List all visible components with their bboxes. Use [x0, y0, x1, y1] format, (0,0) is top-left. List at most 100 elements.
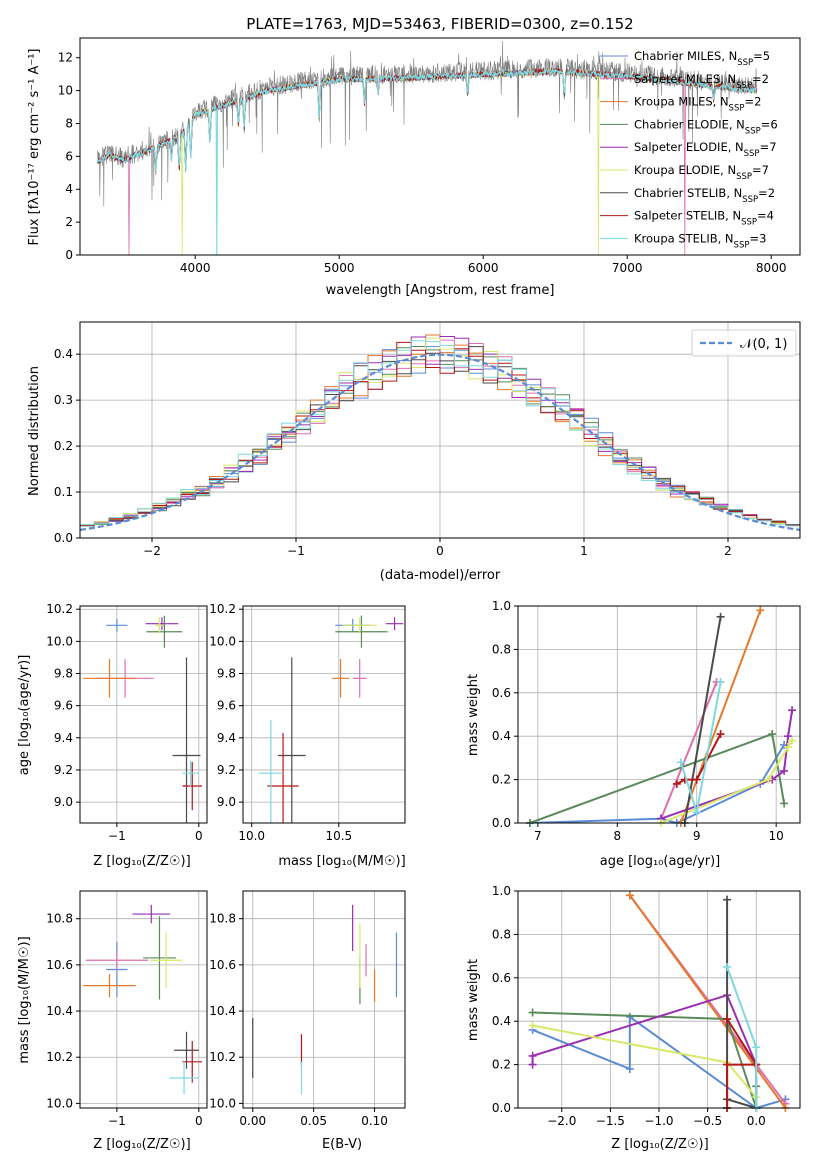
mw-z-ytick-label-0: 0.0	[492, 1101, 511, 1115]
age-z-ytick-label-2: 9.4	[54, 731, 73, 745]
spectrum-model-line-8	[96, 67, 757, 255]
mass-z-xtick-label-1: 0	[195, 1114, 203, 1128]
mass-vs-metallicity-plot-area: −1 0 10.0 10.2 10.4 10.6 10.8	[46, 890, 208, 1128]
mass-z-frame	[79, 890, 208, 1109]
mw-age-line-chab_stelib	[683, 616, 722, 823]
residual-ytick-label-4: 0.4	[54, 347, 73, 361]
age-vs-metallicity-plot-area: −1 0 9.0 9.2 9.4 9.6 9.8 10.0 10.2	[46, 602, 208, 843]
mass-z-ytick-label-2: 10.4	[46, 1004, 73, 1018]
mw-z-ylabel: mass weight	[466, 959, 481, 1041]
spectrum-frame	[79, 37, 801, 256]
mw-z-marker-salp_elodie-0	[528, 1060, 537, 1069]
mw-z-xlabel: Z [log₁₀(Z/Z☉)]	[611, 1137, 708, 1152]
residual-ylabel: Normed distribution	[27, 366, 42, 496]
mw-age-marker-chab_elodie-1	[768, 730, 777, 739]
spectrum-ytick-label-1: 2	[65, 215, 73, 229]
figure-title: PLATE=1763, MJD=53463, FIBERID=0300, z=0…	[246, 15, 633, 33]
mw-z-marker-chab_stelib-0	[723, 895, 732, 904]
mw-age-marker-krou_elodie-1	[764, 775, 773, 784]
age-mass-gridlines	[243, 606, 405, 823]
mass-ebv-gridlines	[243, 891, 405, 1108]
mass-z-ytick-label-3: 10.6	[46, 958, 73, 972]
mw-age-line-chab_miles	[529, 744, 785, 823]
mass-z-ytick-label-0: 10.0	[46, 1096, 73, 1110]
mw-age-marker-krou_elodie-3	[788, 736, 797, 745]
spectrum-xtick-label-4: 8000	[756, 261, 787, 275]
spectrum-ytick-label-3: 6	[65, 149, 73, 163]
age-z-ylabel: age [log₁₀(age/yr)]	[17, 655, 32, 776]
mw-age-line-salp_miles	[660, 681, 718, 820]
mass-ebv-ytick-label-0: 10.0	[209, 1096, 236, 1110]
mw-z-marker-chab_miles-1	[625, 1064, 634, 1073]
spectrum-ylabel: Flux [fλ10⁻¹⁷ erg cm⁻² s⁻¹ A⁻¹]	[27, 49, 42, 246]
legend-label-0: Chabrier MILES, NSSP=5	[634, 49, 770, 68]
mw-age-marker-salp_elodie-3	[784, 732, 793, 741]
mw-z-line-salp_stelib	[726, 1018, 759, 1108]
age-vs-metallicity-panel: −1 0 9.0 9.2 9.4 9.6 9.8 10.0 10.2 Z [log₁₀(Z/Z☉…	[17, 602, 208, 869]
residual-gaussian-curve	[80, 353, 800, 531]
residual-xtick-label-3: 1	[580, 544, 588, 558]
mass-ebv-ytick-label-2: 10.4	[209, 1004, 236, 1018]
mw-age-ytick-label-3: 0.6	[492, 686, 511, 700]
mw-age-marker-krou_stelib-2	[716, 677, 725, 686]
mw-age-xtick-label-2: 9	[693, 829, 701, 843]
residual-histogram-krou_stelib	[80, 340, 800, 527]
mass-ebv-xtick-label-0: 0.00	[239, 1114, 266, 1128]
mass-z-xlabel: Z [log₁₀(Z/Z☉)]	[93, 1137, 190, 1152]
mw-z-marker-salp_stelib-0	[723, 1015, 732, 1024]
age-vs-mass-panel: 10.0 10.5 9.0 9.2 9.4 9.6 9.8 10.0 10.2 mass [lo…	[209, 602, 405, 869]
mw-age-marker-krou_miles-1	[756, 606, 765, 615]
mw-age-marker-krou_stelib-1	[692, 808, 701, 817]
mw-z-line-salp_elodie	[531, 993, 758, 1108]
mass-z-ytick-label-1: 10.2	[46, 1050, 73, 1064]
age-z-ytick-label-3: 9.6	[54, 699, 73, 713]
mw-age-marker-chab_stelib-1	[716, 612, 725, 621]
mass-ebv-ytick-label-1: 10.2	[209, 1050, 236, 1064]
mass-ebv-xtick-label-2: 0.10	[361, 1114, 388, 1128]
residual-ytick-label-0: 0.0	[54, 531, 73, 545]
spectrum-panel: 4000 5000 6000 7000 8000 0 2 4 6 8 10 12 Chabrier M…	[27, 37, 801, 298]
age-z-ytick-label-5: 10.0	[46, 634, 73, 648]
age-mass-xlabel: mass [log₁₀(M/M☉)]	[278, 854, 405, 869]
mass-vs-extinction-plot-area: 0.00 0.05 0.10 10.0 10.2 10.4 10.6 10.8	[209, 890, 406, 1128]
mw-z-marker-chab_miles-2	[625, 1012, 634, 1021]
spectrum-xtick-label-0: 4000	[180, 261, 211, 275]
mw-z-ytick-label-1: 0.2	[492, 1058, 511, 1072]
residual-legend-box	[691, 329, 797, 357]
mass-weight-vs-age-plot-area: 7 8 9 10 0.0 0.2 0.4 0.6 0.8 1.0	[492, 599, 801, 843]
mw-z-marker-krou_stelib-0	[723, 962, 732, 971]
legend-label-gaussian: 𝒩(0, 1)	[740, 337, 787, 352]
mw-z-line-krou_elodie	[532, 1024, 758, 1108]
age-mass-ytick-label-1: 9.2	[217, 763, 236, 777]
spectrum-ytick-label-6: 12	[58, 51, 73, 65]
age-mass-frame	[242, 605, 406, 824]
mass-vs-metallicity-panel: −1 010.010.210.410.610.8 Z [log₁₀(Z/Z☉)] …	[17, 890, 208, 1152]
mass-z-gridlines	[80, 891, 207, 1108]
age-vs-mass-plot-area: 10.0 10.5 9.0 9.2 9.4 9.6 9.8 10.0 10.2	[209, 602, 406, 843]
mw-age-xtick-label-0: 7	[534, 829, 542, 843]
mw-z-frame	[517, 890, 801, 1109]
mw-age-xtick-label-3: 10	[769, 829, 784, 843]
spectrum-xtick-label-1: 5000	[324, 261, 355, 275]
age-mass-ytick-label-0: 9.0	[217, 795, 236, 809]
mw-age-line-chab_elodie	[529, 732, 786, 823]
age-z-xlabel: Z [log₁₀(Z/Z☉)]	[93, 854, 190, 869]
mw-age-ylabel: mass weight	[466, 674, 481, 756]
mw-age-marker-krou_elodie-2	[784, 743, 793, 752]
spectrum-ytick-label-2: 4	[65, 182, 73, 196]
mw-z-line-krou_stelib	[726, 966, 758, 1108]
mw-z-xtick-label-0: −2.0	[547, 1114, 576, 1128]
mw-age-marker-salp_elodie-4	[788, 706, 797, 715]
age-z-ytick-label-0: 9.0	[54, 795, 73, 809]
mass-z-xtick-label-0: −1	[108, 1114, 126, 1128]
spectrum-model-line-5	[96, 67, 758, 255]
mass-z-ytick-label-4: 10.8	[46, 912, 73, 926]
residual-histogram-salp_stelib	[80, 341, 800, 526]
mw-age-line-salp_stelib	[676, 733, 722, 785]
spectrum-ytick-label-4: 8	[65, 116, 73, 130]
residual-xtick-label-2: 0	[436, 544, 444, 558]
mass-weight-vs-age-panel: 7 8 9 10 0.0 0.2 0.4 0.6 0.8 1.0 age [log₁₀(age/y…	[466, 599, 801, 869]
age-mass-ytick-label-6: 10.2	[209, 602, 236, 616]
spectrum-ytick-label-5: 10	[58, 84, 73, 98]
